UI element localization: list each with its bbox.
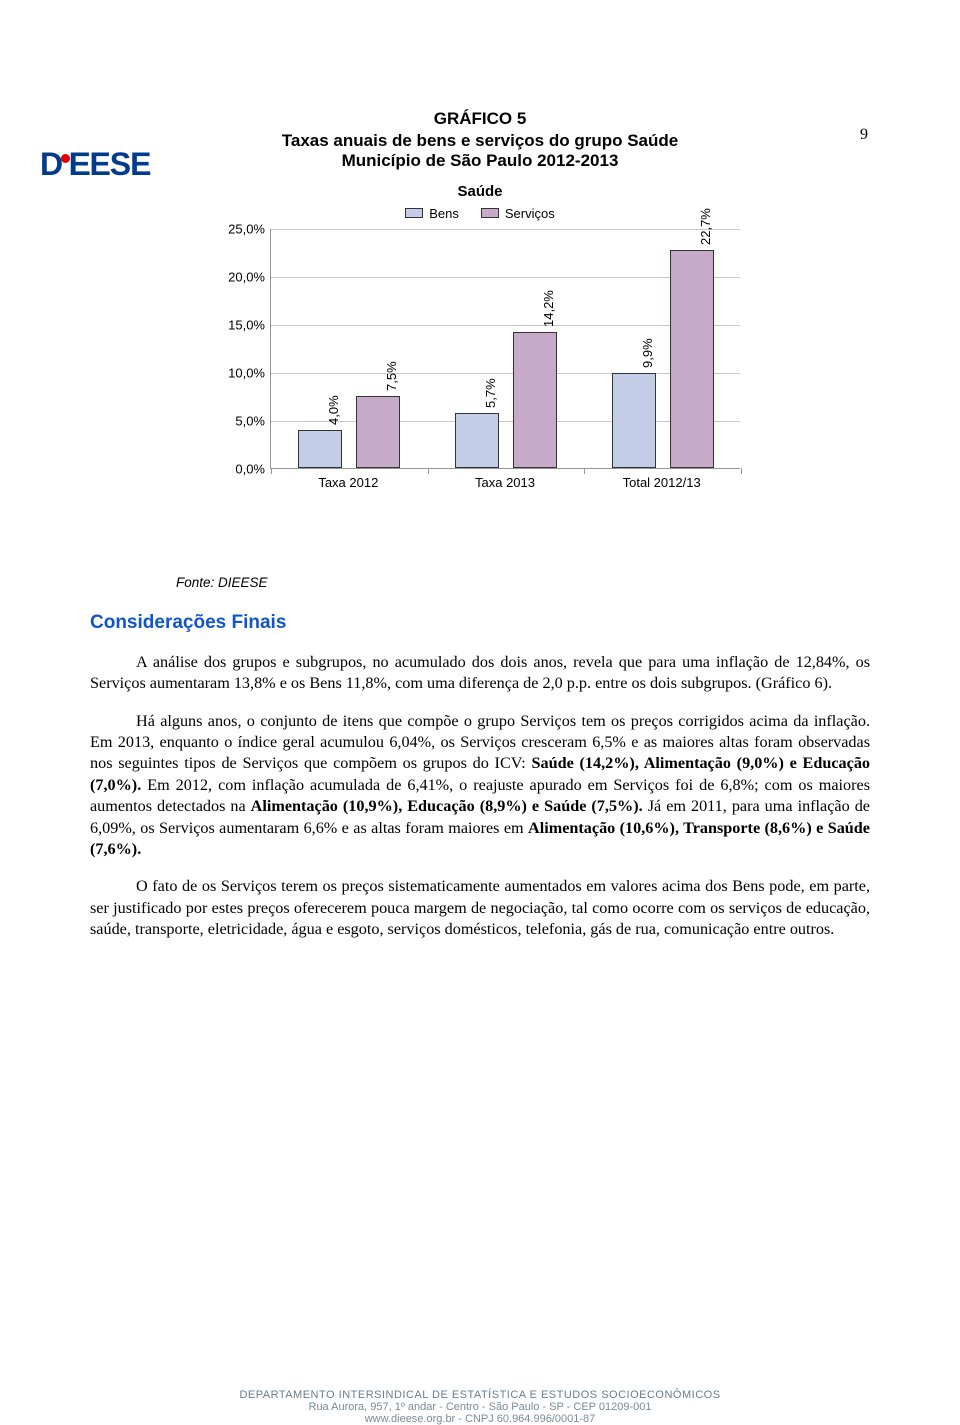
chart-source: Fonte: DIEESE — [176, 575, 870, 590]
x-tick-label: Taxa 2013 — [430, 475, 580, 490]
chart-area: 4,0%7,5%5,7%14,2%9,9%22,7% 0,0%5,0%10,0%… — [200, 225, 760, 545]
bar-servicos — [670, 250, 714, 468]
section-heading: Considerações Finais — [90, 612, 870, 634]
x-tickmark — [428, 468, 429, 474]
paragraph-2: Há alguns anos, o conjunto de itens que … — [90, 711, 870, 861]
paragraph-1: A análise dos grupos e subgrupos, no acu… — [90, 652, 870, 695]
chart-title-2: Taxas anuais de bens e serviços do grupo… — [90, 131, 870, 151]
legend-servicos-label: Serviços — [505, 206, 555, 221]
bar-label: 22,7% — [698, 208, 713, 245]
logo: DEESE — [40, 146, 150, 183]
x-tickmark — [584, 468, 585, 474]
y-tick-label: 0,0% — [220, 461, 265, 476]
footer-line-1: DEPARTAMENTO INTERSINDICAL DE ESTATÍSTIC… — [0, 1389, 960, 1401]
chart-title-3: Município de São Paulo 2012-2013 — [90, 151, 870, 171]
bar-bens — [298, 430, 342, 468]
y-tick-label: 25,0% — [220, 221, 265, 236]
swatch-servicos-icon — [481, 208, 499, 218]
page-number: 9 — [860, 126, 868, 144]
chart-block: GRÁFICO 5 Taxas anuais de bens e serviço… — [90, 108, 870, 545]
bar-label: 5,7% — [483, 379, 498, 409]
y-tick-label: 20,0% — [220, 269, 265, 284]
x-tickmark — [271, 468, 272, 474]
p3-text: O fato de os Serviços terem os preços si… — [90, 877, 870, 938]
chart-legend: Bens Serviços — [90, 206, 870, 221]
p1-text: A análise dos grupos e subgrupos, no acu… — [90, 653, 870, 692]
x-tick-label: Total 2012/13 — [587, 475, 737, 490]
bar-label: 4,0% — [326, 395, 341, 425]
x-tickmark — [741, 468, 742, 474]
bar-label: 14,2% — [541, 290, 556, 327]
page: 9 DEESE GRÁFICO 5 Taxas anuais de bens e… — [0, 108, 960, 1425]
x-tick-label: Taxa 2012 — [273, 475, 423, 490]
chart-title-1: GRÁFICO 5 — [90, 108, 870, 131]
footer-line-2: Rua Aurora, 957, 1º andar - Centro - São… — [0, 1401, 960, 1413]
chart-plot: 4,0%7,5%5,7%14,2%9,9%22,7% — [270, 229, 740, 469]
bar-label: 7,5% — [384, 361, 399, 391]
legend-bens-label: Bens — [429, 206, 459, 221]
logo-text: DEESE — [40, 146, 150, 183]
y-tick-label: 5,0% — [220, 413, 265, 428]
y-tick-label: 10,0% — [220, 365, 265, 380]
y-tick-label: 15,0% — [220, 317, 265, 332]
bar-servicos — [356, 396, 400, 468]
bar-bens — [612, 373, 656, 468]
legend-bens: Bens — [405, 206, 459, 221]
footer-line-3: www.dieese.org.br - CNPJ 60.964.996/0001… — [0, 1413, 960, 1425]
bar-bens — [455, 413, 499, 468]
swatch-bens-icon — [405, 208, 423, 218]
p2-b2: Alimentação (10,9%), Educação (8,9%) e S… — [251, 797, 643, 815]
bar-label: 9,9% — [640, 338, 655, 368]
chart-inner-title: Saúde — [90, 183, 870, 200]
paragraph-3: O fato de os Serviços terem os preços si… — [90, 876, 870, 940]
gridline — [271, 229, 740, 230]
bar-servicos — [513, 332, 557, 468]
legend-servicos: Serviços — [481, 206, 555, 221]
page-footer: DEPARTAMENTO INTERSINDICAL DE ESTATÍSTIC… — [0, 1389, 960, 1425]
